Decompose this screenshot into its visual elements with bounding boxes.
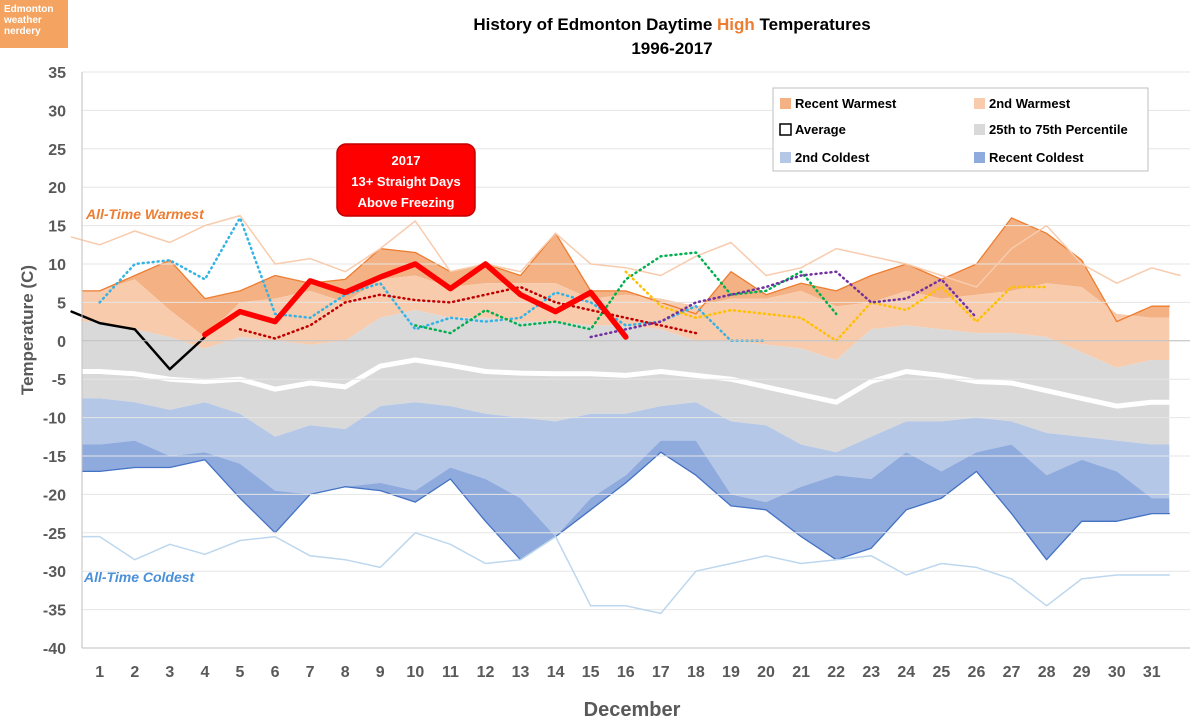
y-tick-label--25: -25 [43, 526, 66, 543]
legend-swatch-second_warmest [974, 98, 985, 109]
y-tick-label--5: -5 [52, 372, 66, 389]
series-line-darkred [238, 285, 698, 340]
legend-label-second_coldest: 2nd Coldest [795, 150, 870, 165]
band-recent-coldest [82, 440, 1170, 560]
badge-line-2: weather [4, 15, 42, 26]
y-axis-label: Temperature (C) [18, 265, 37, 395]
x-tick-label-6: 6 [271, 664, 280, 681]
y-tick-label-0: 0 [57, 334, 66, 351]
y-tick-label-35: 35 [48, 65, 66, 82]
x-tick-label-30: 30 [1108, 664, 1126, 681]
band-recent-warmest [82, 217, 1170, 337]
y-tick-label-20: 20 [48, 180, 66, 197]
x-tick-label-17: 17 [652, 664, 670, 681]
x-tick-label-20: 20 [757, 664, 775, 681]
chart-subtitle: 1996-2017 [631, 39, 712, 58]
x-tick-label-12: 12 [477, 664, 495, 681]
x-tick-label-11: 11 [442, 664, 459, 681]
y-tick-label-10: 10 [48, 257, 66, 274]
x-tick-label-13: 13 [512, 664, 530, 681]
legend-label-recent_warmest: Recent Warmest [795, 96, 897, 111]
series-line-green [414, 251, 838, 335]
x-tick-label-25: 25 [932, 664, 950, 681]
x-tick-label-8: 8 [341, 664, 350, 681]
legend-label-percentile: 25th to 75th Percentile [989, 122, 1128, 137]
x-tick-label-14: 14 [547, 664, 565, 681]
x-tick-label-31: 31 [1143, 664, 1161, 681]
x-tick-label-29: 29 [1073, 664, 1091, 681]
legend: Recent Warmest 2nd Warmest Average 25th to … [772, 87, 1149, 172]
legend-swatch-recent_warmest [780, 98, 791, 109]
x-axis-label: December [584, 699, 681, 721]
y-tick-label--35: -35 [43, 603, 66, 620]
title-highlight: High [717, 15, 755, 34]
x-tick-label-21: 21 [792, 664, 810, 681]
brand-badge: Edmonton weather nerdery [0, 0, 68, 48]
y-tick-label--10: -10 [43, 411, 66, 428]
x-tick-label-4: 4 [200, 664, 209, 681]
band-second-warmest [82, 275, 1170, 368]
y-tick-label-15: 15 [48, 219, 66, 236]
x-tick-label-27: 27 [1003, 664, 1021, 681]
x-tick-label-3: 3 [165, 664, 174, 681]
y-tick-label--30: -30 [43, 564, 66, 581]
recent-warmest-edge [81, 217, 1170, 323]
x-tick-label-26: 26 [968, 664, 986, 681]
series-line-black [70, 310, 207, 371]
x-tick-label-22: 22 [827, 664, 845, 681]
y-tick-label-5: 5 [57, 295, 66, 312]
legend-swatch-recent_coldest [974, 152, 985, 163]
x-tick-label-1: 1 [95, 664, 104, 681]
series-line-red [202, 261, 629, 340]
recent-coldest-edge [81, 451, 1170, 561]
chart-title: History of Edmonton Daytime High Tempera… [473, 15, 870, 34]
all-time-coldest-line [81, 532, 1171, 615]
legend-swatch-average [779, 123, 792, 136]
band-percentile [82, 310, 1170, 453]
legend-label-average: Average [795, 122, 846, 137]
x-tick-label-28: 28 [1038, 664, 1056, 681]
legend-swatch-second_coldest [780, 152, 791, 163]
all-time-coldest-label: All-Time Coldest [83, 569, 196, 585]
average-line [79, 357, 1172, 409]
y-tick-label-25: 25 [48, 142, 66, 159]
all-time-warmest-label: All-Time Warmest [85, 206, 205, 222]
legend-label-second_warmest: 2nd Warmest [989, 96, 1071, 111]
y-tick-label-30: 30 [48, 103, 66, 120]
x-tick-label-18: 18 [687, 664, 705, 681]
series-line-purple [589, 270, 978, 339]
callout-line-2: 13+ Straight Days [351, 174, 460, 189]
x-tick-label-2: 2 [130, 664, 139, 681]
callout-box: 2017 13+ Straight Days Above Freezing [336, 143, 476, 217]
title-part-1: History of Edmonton Daytime [473, 15, 717, 34]
badge-line-1: Edmonton [4, 4, 54, 15]
x-tick-label-10: 10 [406, 664, 424, 681]
legend-swatch-percentile [974, 124, 985, 135]
x-tick-label-23: 23 [862, 664, 880, 681]
x-tick-label-16: 16 [617, 664, 635, 681]
title-part-3: Temperatures [755, 15, 871, 34]
y-tick-label--20: -20 [43, 487, 66, 504]
legend-label-recent_coldest: Recent Coldest [989, 150, 1084, 165]
badge-line-3: nerdery [4, 26, 41, 37]
y-tick-label--15: -15 [43, 449, 66, 466]
x-tick-label-9: 9 [376, 664, 385, 681]
bands-layer [79, 217, 1172, 561]
y-tick-label--40: -40 [43, 641, 66, 658]
x-tick-label-5: 5 [236, 664, 245, 681]
x-tick-label-19: 19 [722, 664, 740, 681]
x-tick-label-7: 7 [306, 664, 315, 681]
x-tick-label-15: 15 [582, 664, 600, 681]
band-second-coldest [82, 398, 1170, 537]
callout-line-1: 2017 [392, 153, 421, 168]
series-layer [70, 214, 1181, 615]
all-time-warmest-line [70, 214, 1181, 288]
callout-line-3: Above Freezing [358, 195, 455, 210]
callout-background [336, 143, 476, 217]
legend-box [772, 87, 1149, 172]
x-tick-label-24: 24 [897, 664, 915, 681]
